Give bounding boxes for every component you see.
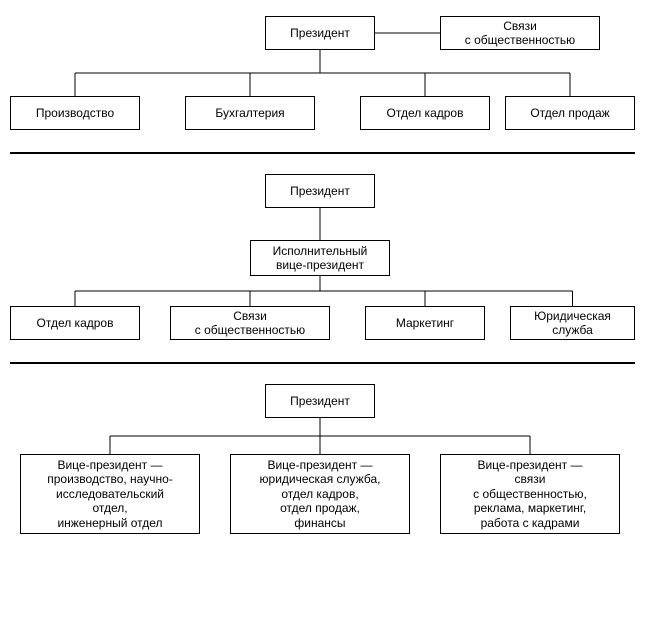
org-node: Вице-президент — юридическая служба, отд…	[230, 454, 410, 534]
org-node: Отдел продаж	[505, 96, 635, 130]
org-node: Отдел кадров	[10, 306, 140, 340]
org-node: Связи с общественностью	[440, 16, 600, 50]
org-node: Исполнительный вице-президент	[250, 240, 390, 276]
org-node: Президент	[265, 384, 375, 418]
org-node: Юридическая служба	[510, 306, 635, 340]
org-node: Маркетинг	[365, 306, 485, 340]
section-divider	[10, 152, 635, 154]
org-node: Связи с общественностью	[170, 306, 330, 340]
org-node: Производство	[10, 96, 140, 130]
org-node: Вице-президент — связи с общественностью…	[440, 454, 620, 534]
org-chart-canvas: Президент Связи с общественностью Производ…	[10, 10, 635, 620]
org-node: Вице-президент — производство, научно- и…	[20, 454, 200, 534]
org-node: Президент	[265, 174, 375, 208]
org-node: Бухгалтерия	[185, 96, 315, 130]
section-divider	[10, 362, 635, 364]
org-node: Отдел кадров	[360, 96, 490, 130]
org-node: Президент	[265, 16, 375, 50]
